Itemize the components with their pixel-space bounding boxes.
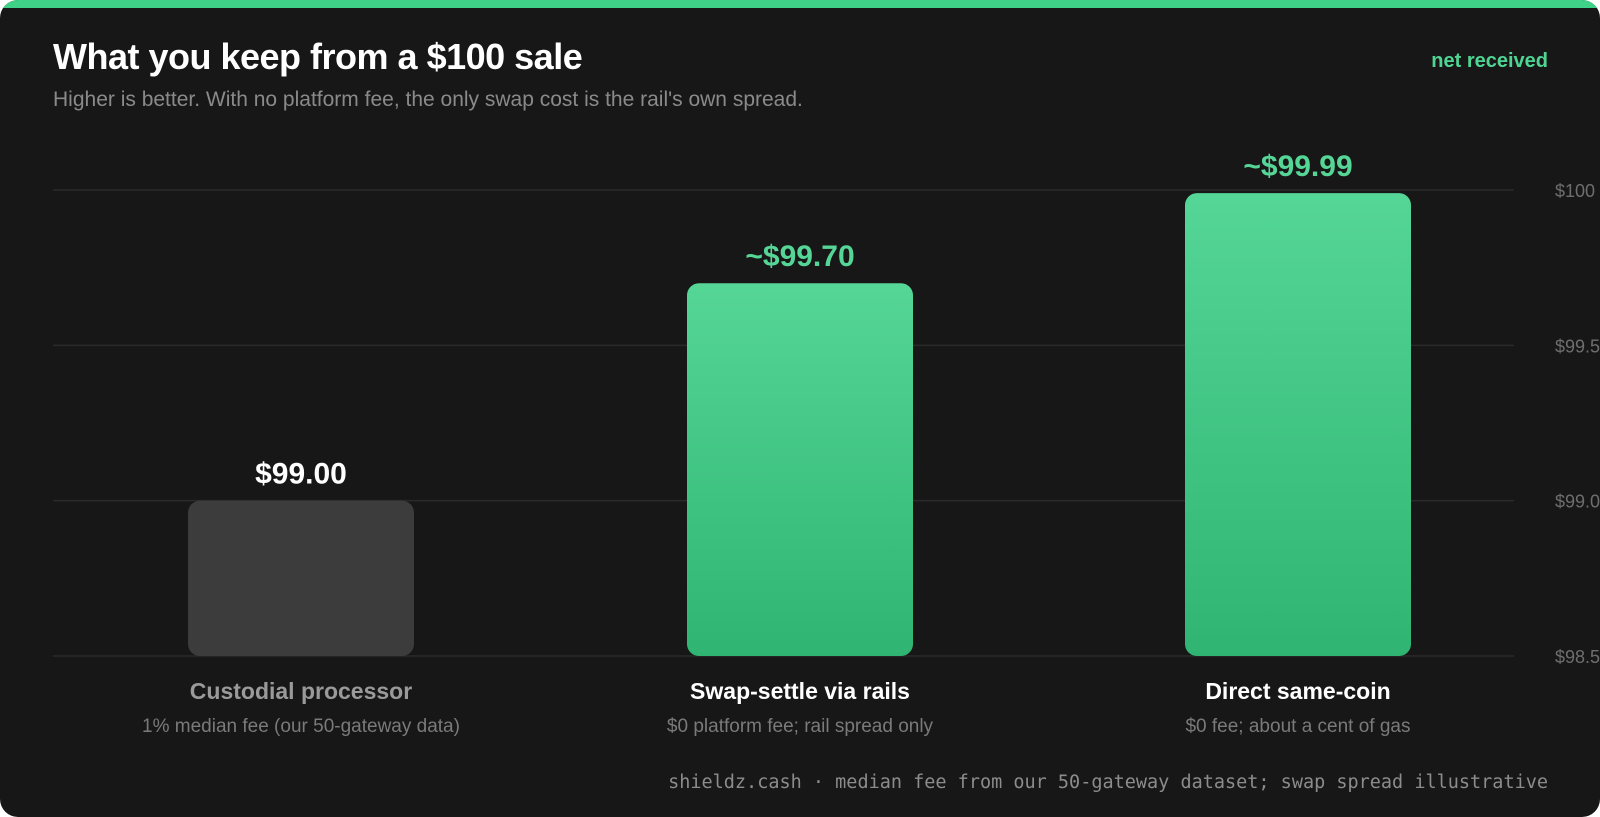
source-footnote: shieldz.cash · median fee from our 50-ga… xyxy=(668,772,1548,793)
bar-3 xyxy=(1185,193,1411,656)
value-label: $99.00 xyxy=(255,458,347,491)
y-tick-label: $100 xyxy=(1555,181,1595,201)
value-label: ~$99.70 xyxy=(745,240,854,273)
chart-title: What you keep from a $100 sale xyxy=(53,36,583,77)
labels: $98.5 $99.0 $99.5 $100 $99.00 Custodial proce… xyxy=(142,150,1600,737)
y-tick-label: $99.5 xyxy=(1555,336,1600,356)
y-tick-label: $98.5 xyxy=(1555,647,1600,667)
bar-1 xyxy=(188,500,414,656)
category-subcaption: 1% median fee (our 50-gateway data) xyxy=(142,716,460,737)
net-received-badge: net received xyxy=(1431,50,1548,72)
bar-2 xyxy=(687,283,913,656)
category-label: Swap-settle via rails xyxy=(690,678,910,704)
category-subcaption: $0 fee; about a cent of gas xyxy=(1185,716,1410,737)
category-subcaption: $0 platform fee; rail spread only xyxy=(667,716,934,737)
category-label: Custodial processor xyxy=(190,678,412,704)
y-tick-label: $99.0 xyxy=(1555,492,1600,512)
bars xyxy=(188,193,1411,656)
value-label: ~$99.99 xyxy=(1243,150,1352,183)
accent-bar xyxy=(0,0,1600,8)
category-label: Direct same-coin xyxy=(1205,678,1390,704)
chart-subtitle: Higher is better. With no platform fee, … xyxy=(53,88,803,111)
